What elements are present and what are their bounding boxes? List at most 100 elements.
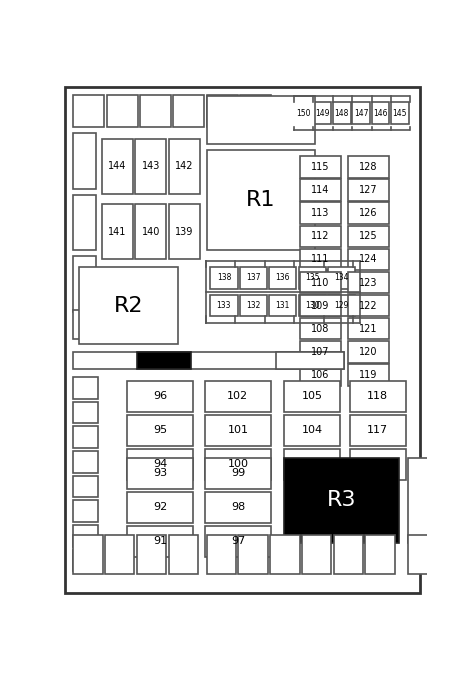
Bar: [440, 535, 469, 573]
Bar: [169, 204, 200, 259]
Bar: [302, 535, 331, 573]
Bar: [300, 341, 341, 363]
Bar: [300, 272, 341, 293]
Bar: [269, 295, 296, 316]
Bar: [300, 225, 341, 247]
Bar: [294, 102, 312, 124]
Text: 140: 140: [142, 227, 160, 237]
Bar: [137, 352, 191, 369]
Bar: [472, 535, 474, 573]
Bar: [240, 267, 267, 289]
Text: 100: 100: [228, 459, 248, 469]
Text: 126: 126: [359, 208, 378, 218]
Text: 101: 101: [228, 425, 248, 435]
Text: 139: 139: [175, 227, 193, 237]
Text: 109: 109: [311, 301, 329, 311]
Text: 124: 124: [359, 254, 378, 264]
Text: 93: 93: [153, 468, 167, 479]
Bar: [105, 535, 135, 573]
Bar: [408, 458, 474, 542]
Bar: [73, 550, 98, 571]
Bar: [352, 102, 370, 124]
Bar: [137, 535, 166, 573]
Bar: [210, 295, 237, 316]
Bar: [347, 295, 390, 316]
Text: 117: 117: [367, 425, 388, 435]
Bar: [73, 352, 345, 369]
Bar: [350, 381, 406, 412]
Text: 134: 134: [335, 273, 349, 283]
Bar: [240, 95, 271, 127]
Bar: [205, 449, 271, 480]
Text: 135: 135: [305, 273, 319, 283]
Text: 116: 116: [367, 459, 388, 469]
Bar: [205, 415, 271, 446]
Text: 102: 102: [228, 392, 248, 402]
Text: 147: 147: [354, 108, 368, 118]
Text: 122: 122: [359, 301, 378, 311]
Bar: [140, 95, 171, 127]
Bar: [347, 225, 390, 247]
Text: 91: 91: [153, 536, 167, 546]
Bar: [73, 194, 96, 250]
Bar: [238, 535, 268, 573]
Bar: [205, 458, 271, 489]
Text: 148: 148: [335, 108, 349, 118]
Text: 125: 125: [359, 232, 378, 242]
Text: 111: 111: [311, 254, 329, 264]
Bar: [347, 341, 390, 363]
Bar: [270, 535, 300, 573]
Text: 106: 106: [311, 370, 329, 380]
Text: 130: 130: [305, 301, 319, 310]
Text: 98: 98: [231, 502, 245, 512]
Bar: [73, 256, 96, 312]
Text: 114: 114: [311, 185, 329, 195]
Bar: [347, 203, 390, 224]
Text: 149: 149: [315, 108, 329, 118]
Text: 138: 138: [217, 273, 231, 283]
Bar: [300, 179, 341, 201]
Text: 118: 118: [367, 392, 388, 402]
Bar: [73, 133, 96, 188]
Text: 144: 144: [108, 162, 127, 171]
Bar: [73, 377, 98, 399]
Text: 145: 145: [392, 108, 407, 118]
Text: 136: 136: [275, 273, 290, 283]
Text: 104: 104: [301, 425, 322, 435]
Bar: [299, 295, 326, 316]
Bar: [240, 295, 267, 316]
Bar: [284, 458, 399, 542]
Bar: [128, 415, 193, 446]
Text: 107: 107: [311, 347, 330, 357]
Text: 121: 121: [359, 324, 378, 334]
Text: 112: 112: [311, 232, 330, 242]
Bar: [300, 156, 341, 178]
Text: 146: 146: [373, 108, 388, 118]
Text: 150: 150: [296, 108, 310, 118]
Bar: [276, 352, 345, 369]
Bar: [73, 427, 98, 448]
Bar: [102, 139, 133, 194]
Bar: [347, 364, 390, 386]
Bar: [347, 272, 390, 293]
Bar: [300, 295, 341, 316]
Bar: [207, 535, 236, 573]
Bar: [173, 95, 204, 127]
Bar: [207, 96, 315, 144]
Text: 120: 120: [359, 347, 378, 357]
Text: 97: 97: [231, 536, 245, 546]
Bar: [269, 267, 296, 289]
Bar: [365, 535, 395, 573]
Text: 131: 131: [276, 301, 290, 310]
Bar: [300, 248, 341, 270]
Bar: [347, 156, 390, 178]
Text: 108: 108: [311, 324, 329, 334]
Text: 127: 127: [359, 185, 378, 195]
Bar: [107, 95, 137, 127]
Text: 143: 143: [142, 162, 160, 171]
Text: 110: 110: [311, 277, 329, 287]
Text: 142: 142: [175, 162, 193, 171]
Text: R1: R1: [246, 190, 275, 210]
Text: 113: 113: [311, 208, 329, 218]
Bar: [284, 449, 340, 480]
